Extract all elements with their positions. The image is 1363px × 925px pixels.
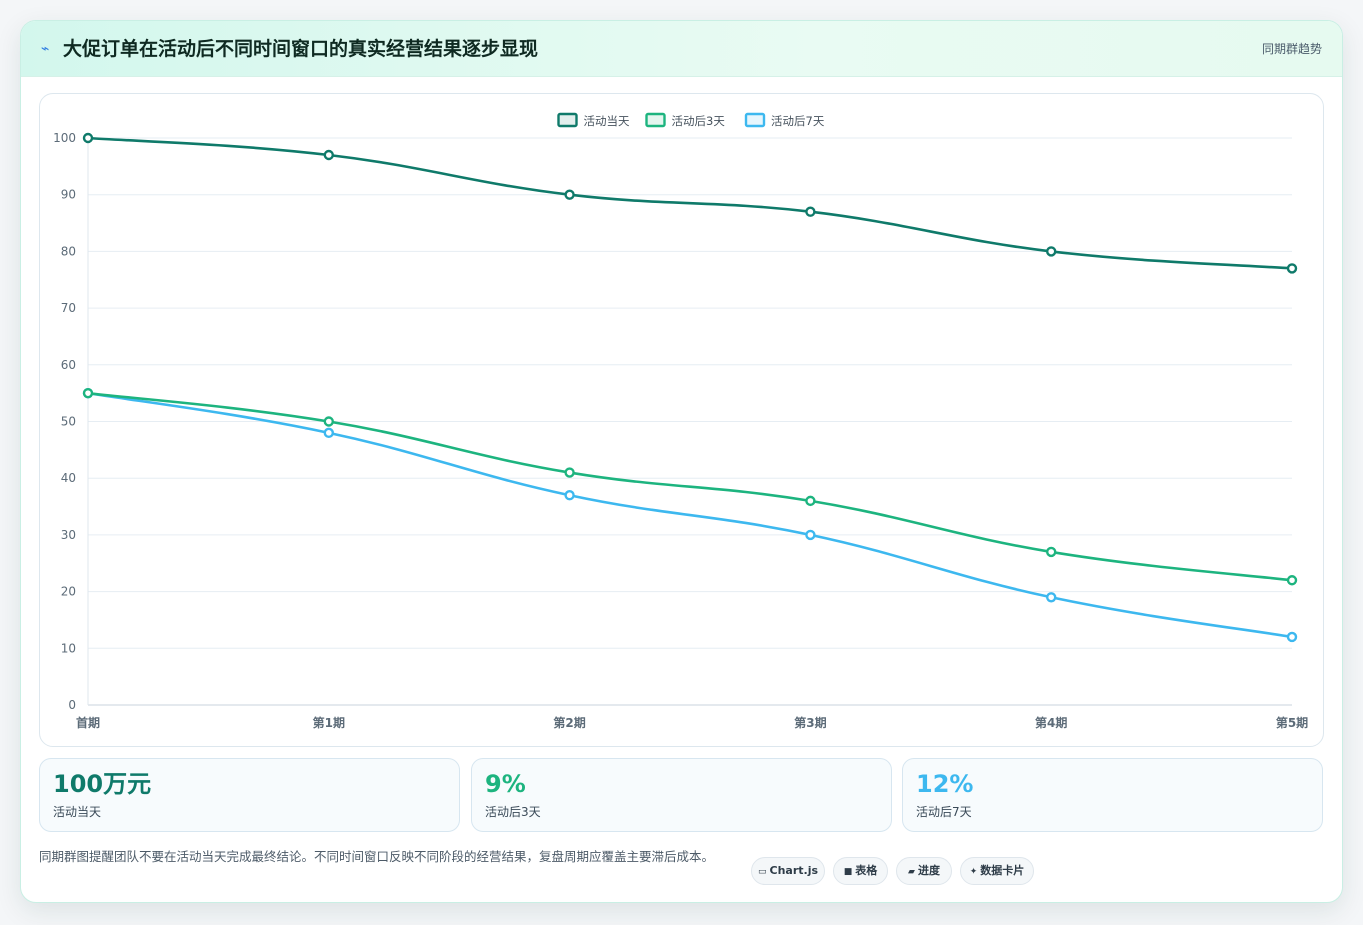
x-tick-label: 第1期: [313, 715, 345, 730]
legend-swatch: [744, 112, 766, 128]
x-tick-label: 第4期: [1035, 715, 1067, 730]
data-point: [564, 189, 575, 200]
chip-data-card[interactable]: ✦ 数据卡片: [960, 857, 1034, 885]
data-point: [1286, 263, 1298, 274]
data-point: [1046, 246, 1057, 257]
data-point: [1286, 631, 1298, 643]
kpi-card-day7: 12% 活动后7天: [902, 758, 1323, 832]
kpi-value: 100万元: [53, 770, 152, 798]
data-point: [805, 529, 816, 541]
y-tick-label: 80: [61, 244, 76, 258]
x-tick-label: 第2期: [553, 715, 585, 730]
data-point: [564, 490, 575, 501]
card-header: ⌁ 大促订单在活动后不同时间窗口的真实经营结果逐步显现 同期群趋势: [21, 21, 1342, 77]
data-point: [82, 132, 94, 144]
x-tick-label: 第3期: [794, 715, 826, 730]
header-tag: 同期群趋势: [1261, 42, 1322, 56]
kpi-value: 12%: [916, 770, 974, 798]
chip-progress[interactable]: ▰ 进度: [896, 857, 952, 885]
data-point: [1286, 575, 1298, 586]
data-point: [1046, 546, 1057, 558]
y-tick-label: 50: [61, 415, 76, 429]
series-line: [87, 391, 1293, 639]
y-tick-label: 70: [61, 301, 76, 315]
legend-label: 活动后3天: [672, 114, 726, 128]
chip-label: 进度: [917, 864, 940, 877]
data-point: [564, 467, 575, 478]
chart-container: 0 10 20 30 40 50 60 70 80 90 100 首期 第1期 第2期 第3期 第4期 第5期 活…: [39, 93, 1324, 747]
kpi-label: 活动后3天: [485, 805, 541, 819]
data-point: [805, 206, 816, 217]
y-tick-label: 90: [61, 188, 76, 202]
chip-label: Chart.js: [769, 864, 819, 877]
y-tick-label: 60: [61, 358, 76, 372]
kpi-card-day3: 9% 活动后3天: [471, 758, 892, 832]
data-point: [323, 416, 334, 427]
kpi-label: 活动后7天: [916, 805, 972, 819]
legend-label: 活动后7天: [771, 114, 825, 128]
y-tick-label: 40: [61, 471, 76, 485]
series-line: [87, 391, 1293, 582]
x-tick-label: 首期: [76, 715, 100, 730]
kpi-card-day0: 100万元 活动当天: [39, 758, 460, 832]
chip-label: 数据卡片: [980, 864, 1025, 877]
data-point: [805, 495, 816, 507]
data-point: [323, 427, 334, 439]
y-tick-label: 100: [53, 131, 76, 145]
kpi-value: 9%: [485, 770, 526, 798]
y-tick-label: 0: [68, 698, 76, 712]
progress-icon: ▰: [908, 867, 915, 877]
line-chart: 0 10 20 30 40 50 60 70 80 90 100 首期 第1期 第2期 第3期 第4期 第5期 活…: [53, 112, 1308, 730]
chip-label: 表格: [855, 864, 878, 877]
legend-swatch: [557, 112, 578, 128]
y-tick-label: 30: [61, 528, 76, 542]
data-point: [82, 387, 94, 399]
lightning-icon: ⌁: [41, 41, 50, 57]
kpi-label: 活动当天: [53, 805, 102, 819]
x-tick-label: 第5期: [1276, 715, 1308, 730]
chart-icon: ▭: [757, 867, 767, 877]
y-tick-label: 10: [61, 641, 76, 655]
data-point: [1046, 592, 1057, 603]
chip-chartjs[interactable]: ▭ Chart.js: [751, 857, 825, 885]
chip-table[interactable]: ■ 表格: [833, 857, 888, 885]
table-icon: ■: [843, 867, 853, 877]
sparkle-icon: ✦: [969, 867, 978, 877]
legend-label: 活动当天: [584, 114, 630, 128]
legend-swatch: [645, 112, 666, 128]
y-tick-label: 20: [61, 585, 76, 599]
data-point: [323, 149, 334, 161]
page-title: 大促订单在活动后不同时间窗口的真实经营结果逐步显现: [63, 38, 539, 60]
series-line: [87, 136, 1293, 270]
cohort-trend-card: ⌁ 大促订单在活动后不同时间窗口的真实经营结果逐步显现 同期群趋势 0 10 20 3…: [20, 20, 1343, 903]
footnote: 同期群图提醒团队不要在活动当天完成最终结论。不同时间窗口反映不同阶段的经营结果，…: [39, 849, 715, 864]
